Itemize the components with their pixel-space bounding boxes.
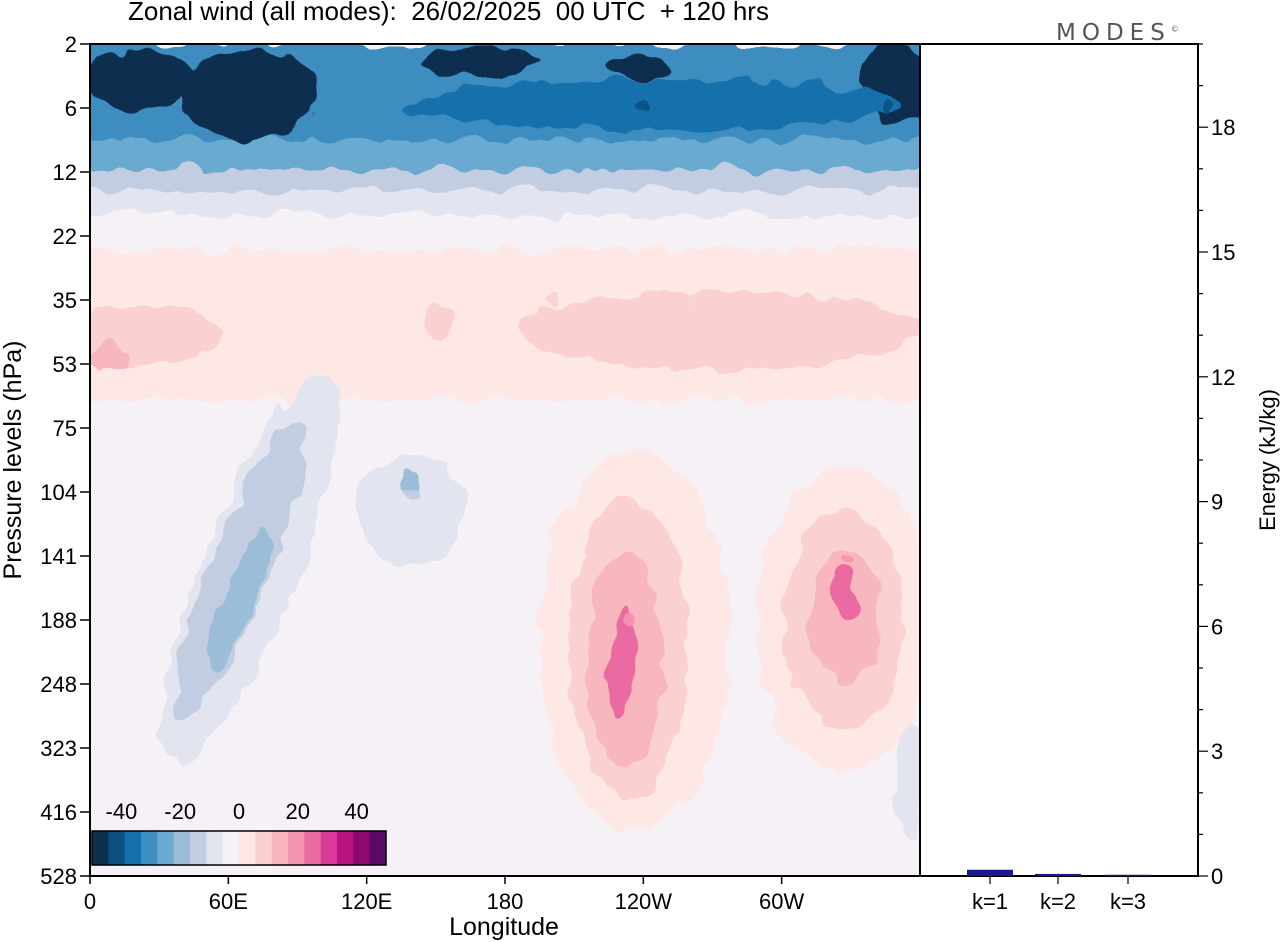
x-tick-label: 0 xyxy=(84,889,96,914)
modes-logo: MODES© xyxy=(1056,20,1179,46)
pressure-axis: 2 6 12 22 35 53 75 104 141 188 248 323 416 528 xyxy=(40,32,90,889)
field-feature xyxy=(637,102,650,114)
colorbar-tick-label: -20 xyxy=(164,799,196,824)
colorbar-tick-label: 0 xyxy=(233,799,245,824)
energy-tick-label: 18 xyxy=(1211,115,1235,140)
energy-tick-label: 15 xyxy=(1211,240,1235,265)
field-blob xyxy=(895,720,920,840)
energy-category-label: k=1 xyxy=(972,889,1008,914)
field-feature xyxy=(683,294,696,306)
field-feature xyxy=(475,102,488,114)
energy-category-label: k=3 xyxy=(1110,889,1146,914)
field-feature xyxy=(406,486,419,498)
y-tick-label: 75 xyxy=(53,416,77,441)
field-blob xyxy=(355,455,465,565)
colorbar-swatch xyxy=(271,831,289,865)
energy-tick-label: 12 xyxy=(1211,365,1235,390)
colorbar-swatch xyxy=(320,831,338,865)
energy-category-label: k=2 xyxy=(1040,889,1076,914)
colorbar-swatch xyxy=(206,831,224,865)
field-blob xyxy=(520,290,920,370)
wind-field xyxy=(90,44,920,876)
x-tick-label: 60W xyxy=(759,889,804,914)
energy-bars: k=1 k=2 k=3 xyxy=(967,869,1151,914)
field-blob xyxy=(90,500,140,660)
colorbar-swatch xyxy=(353,831,371,865)
energy-tick-label: 0 xyxy=(1211,864,1223,889)
field-band-upper xyxy=(90,140,920,175)
colorbar-swatch xyxy=(255,831,273,865)
y-tick-label: 416 xyxy=(40,800,77,825)
colorbar-swatch xyxy=(304,831,322,865)
y-tick-label: 141 xyxy=(40,544,77,569)
field-blob xyxy=(605,56,675,80)
colorbar-tick-label: 20 xyxy=(286,799,310,824)
x-tick-label: 120W xyxy=(615,889,673,914)
y-tick-label: 188 xyxy=(40,608,77,633)
colorbar-tick-label: -40 xyxy=(106,799,138,824)
y-tick-label: 53 xyxy=(53,352,77,377)
field-blob xyxy=(833,567,857,623)
field-feature xyxy=(233,614,246,626)
colorbar-tick-label: 40 xyxy=(344,799,368,824)
colorbar-swatch xyxy=(222,831,240,865)
energy-bar xyxy=(967,869,1013,876)
field-feature xyxy=(545,294,558,306)
x-tick-label: 120E xyxy=(341,889,392,914)
field-band-upper xyxy=(90,215,920,250)
y-axis-label: Pressure levels (hPa) xyxy=(0,341,27,580)
y-tick-label: 104 xyxy=(40,480,77,505)
field-feature xyxy=(95,358,108,370)
y-tick-label: 323 xyxy=(40,736,77,761)
field-feature xyxy=(879,102,892,114)
y-tick-label: 22 xyxy=(53,224,77,249)
colorbar-swatch xyxy=(239,831,256,865)
colorbar-swatch xyxy=(288,831,305,865)
colorbar-swatch xyxy=(173,831,191,865)
field-blob xyxy=(180,50,320,140)
energy-panel-frame xyxy=(919,43,1199,877)
y-tick-label: 248 xyxy=(40,672,77,697)
field-feature xyxy=(222,102,235,114)
colorbar-swatch xyxy=(124,831,142,865)
colorbar-swatch xyxy=(141,831,158,865)
colorbar-frame xyxy=(91,830,387,866)
longitude-axis: 0 60E 120E 180 120W 60W xyxy=(84,876,805,914)
colorbar-swatch xyxy=(92,831,109,865)
y-tick-label: 6 xyxy=(65,96,77,121)
field-blob xyxy=(90,50,195,110)
chart-title: Zonal wind (all modes): 26/02/2025 00 UT… xyxy=(128,0,769,26)
y-tick-label: 528 xyxy=(40,864,77,889)
field-blob xyxy=(420,50,540,74)
y-tick-label: 35 xyxy=(53,288,77,313)
field-feature xyxy=(840,550,853,562)
field-blob xyxy=(608,605,636,725)
energy-tick-label: 3 xyxy=(1211,739,1223,764)
energy-tick-label: 6 xyxy=(1211,614,1223,639)
x-tick-label: 180 xyxy=(487,889,524,914)
energy-axis: 0 3 6 9 12 15 18 xyxy=(1198,43,1235,889)
colorbar-swatch xyxy=(108,831,126,865)
colorbar-swatch xyxy=(337,831,354,865)
y-tick-label: 2 xyxy=(65,32,77,57)
colorbar-swatch xyxy=(157,831,175,865)
colorbar: -40 -20 0 20 40 xyxy=(91,799,387,866)
field-blob xyxy=(400,80,900,130)
field-blob xyxy=(425,300,455,340)
x-tick-label: 60E xyxy=(209,889,248,914)
energy-tick-label: 9 xyxy=(1211,490,1223,515)
energy-bar xyxy=(1035,873,1081,876)
field-blob xyxy=(206,525,274,675)
colorbar-swatch xyxy=(369,831,387,865)
x-axis-label: Longitude xyxy=(449,913,559,941)
y-tick-label: 12 xyxy=(53,160,77,185)
energy-bar xyxy=(1105,874,1151,876)
energy-axis-label: Energy (kJ/kg) xyxy=(1255,389,1280,531)
field-feature xyxy=(625,614,638,626)
colorbar-swatch xyxy=(190,831,207,865)
